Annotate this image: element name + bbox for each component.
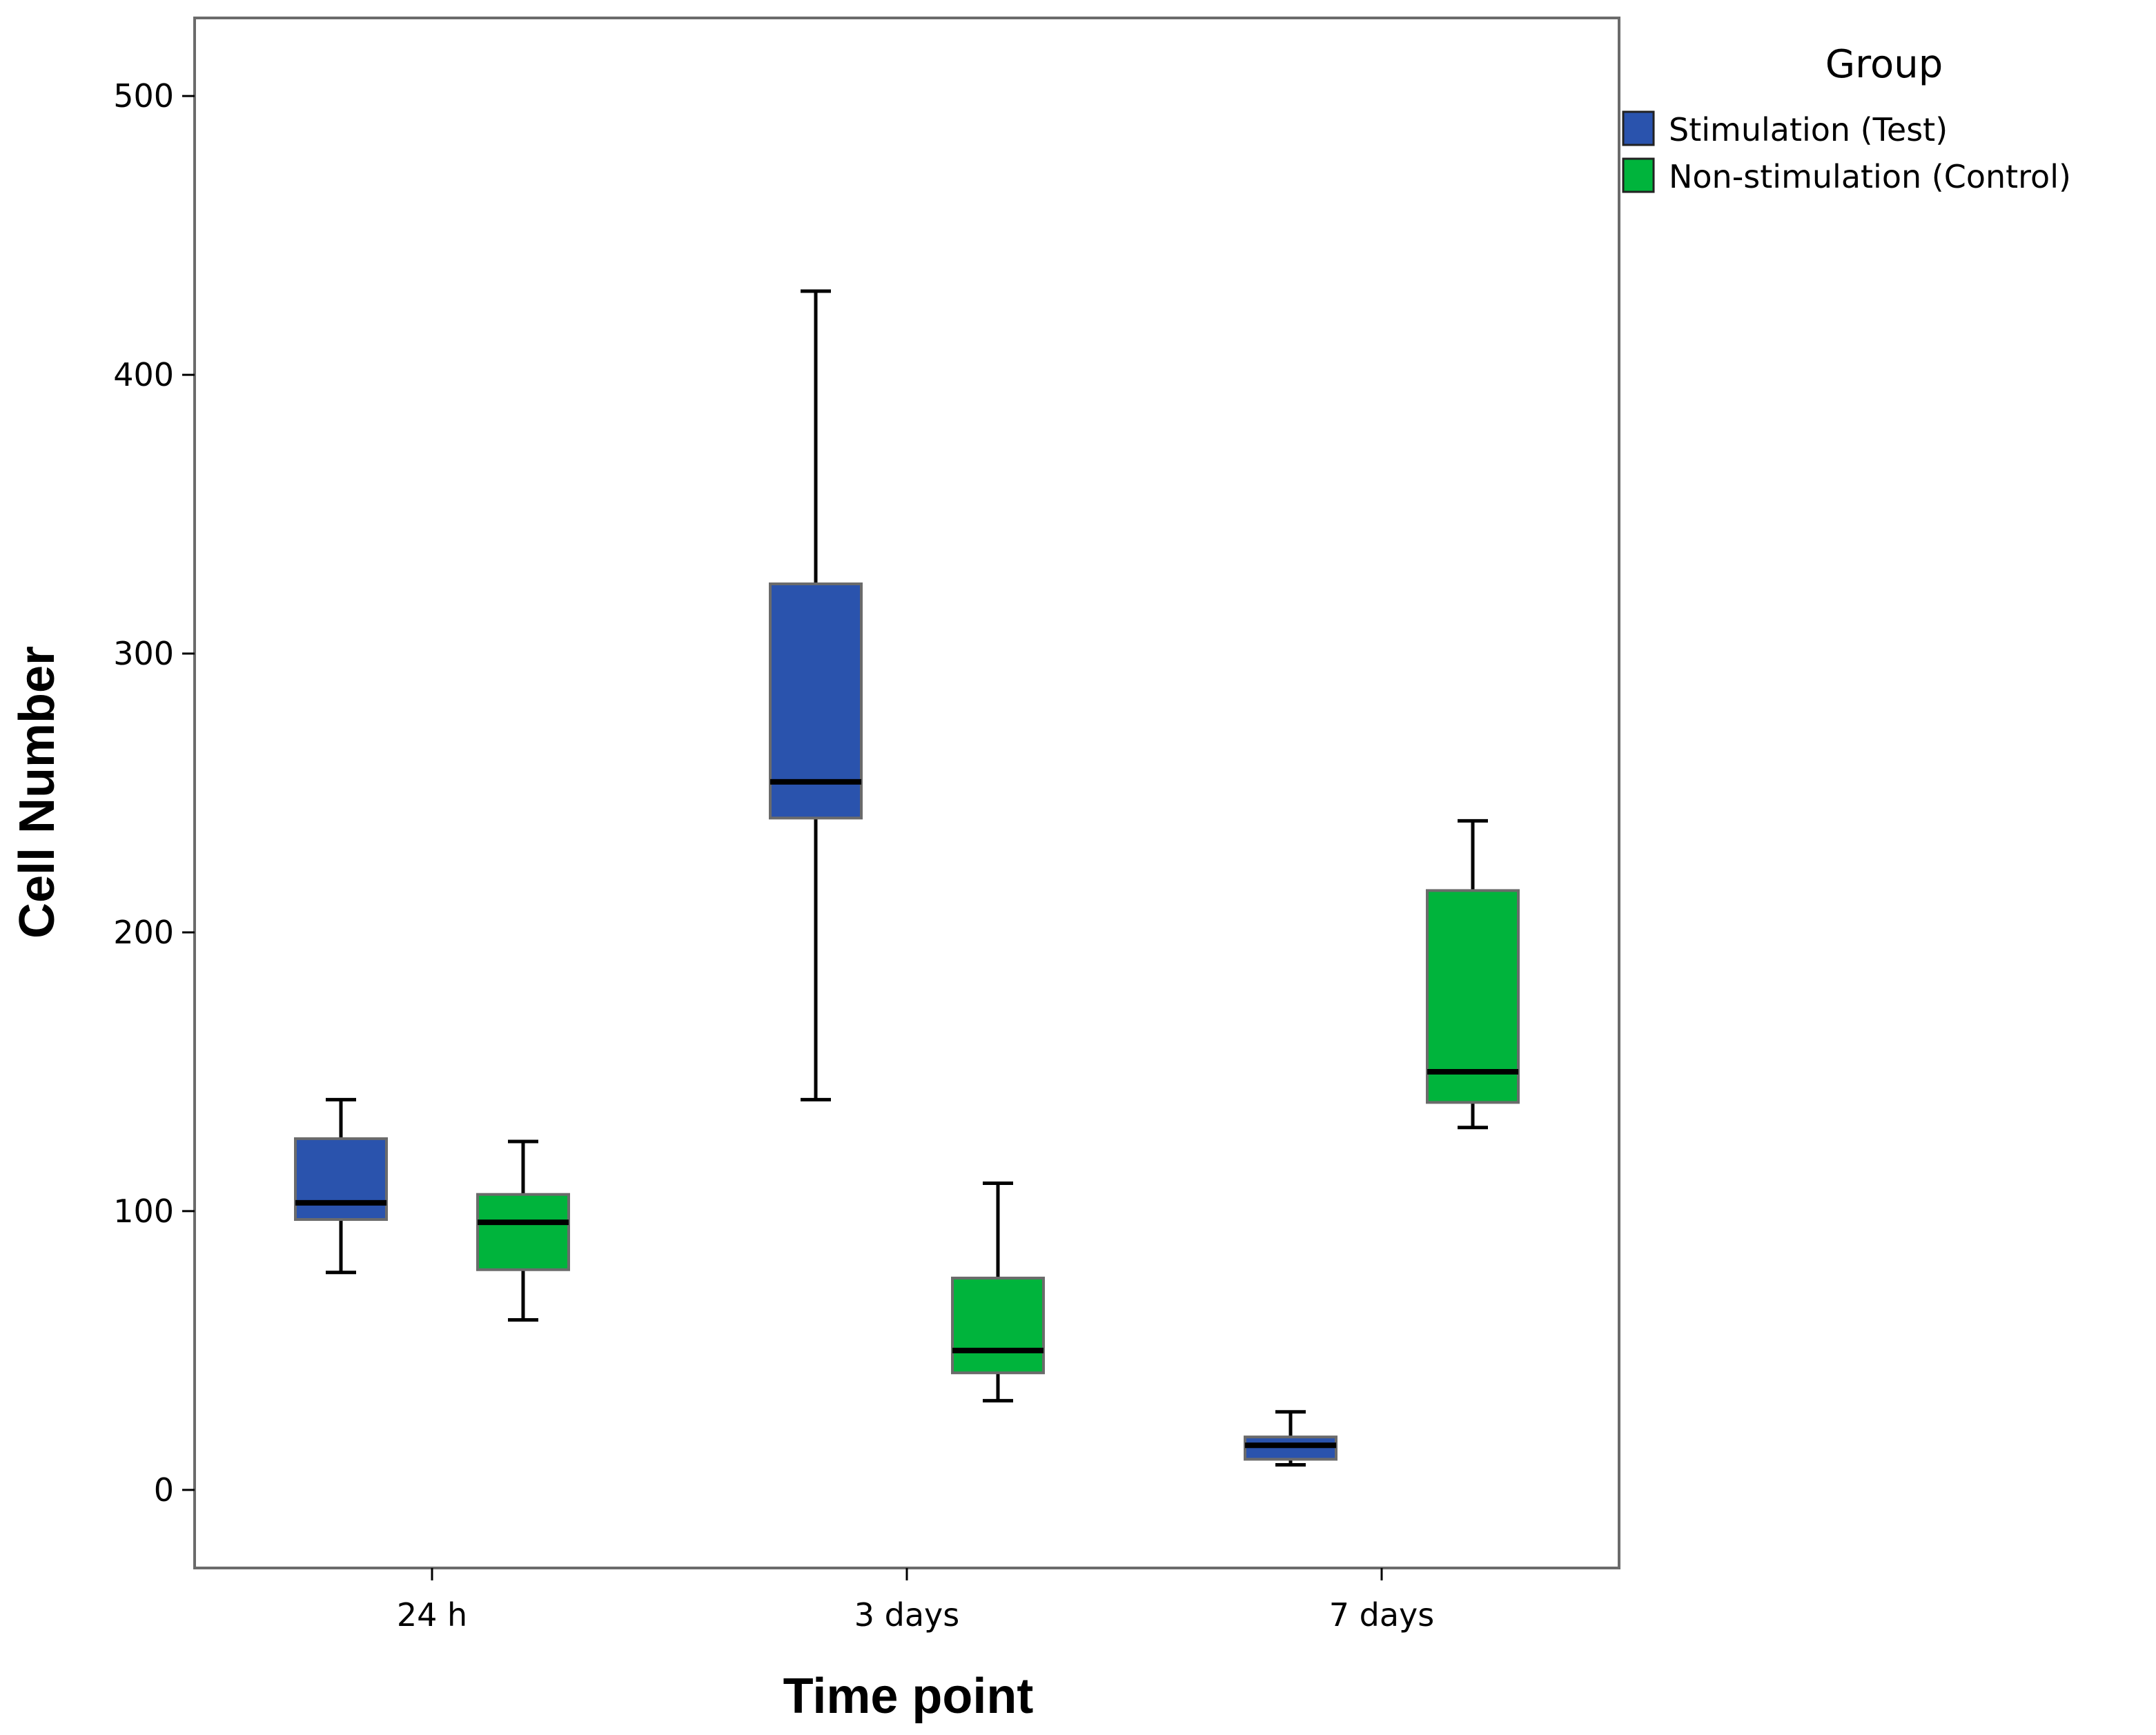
y-axis-title: Cell Number: [10, 646, 65, 939]
legend-swatch-non-stimulation: [1622, 157, 1655, 193]
box-iqr: [294, 1137, 388, 1222]
box-1-1: [951, 1182, 1045, 1403]
x-tick-label-1: 3 days: [854, 1596, 959, 1634]
x-tick-label-2: 7 days: [1329, 1596, 1434, 1634]
box-iqr: [1426, 889, 1520, 1104]
box-1-2: [1426, 819, 1520, 1130]
box-1-0: [476, 1139, 570, 1322]
legend-label-non-stimulation: Non-stimulation (Control): [1669, 158, 2071, 195]
x-axis-title: Time point: [783, 1669, 1034, 1724]
y-tick-label-0: 0: [154, 1471, 174, 1509]
box-0-1: [769, 289, 863, 1101]
y-tick-label-500: 500: [113, 77, 174, 115]
legend-title: Group: [1825, 42, 1943, 87]
y-axis: 0 100 200 300 400 500: [113, 77, 195, 1509]
legend-swatch-stimulation: [1622, 110, 1655, 146]
box-series-group: [294, 289, 1520, 1467]
box-iqr: [476, 1193, 570, 1271]
x-axis: 24 h 3 days 7 days: [397, 1568, 1434, 1634]
box-iqr: [769, 582, 863, 820]
x-tick-label-0: 24 h: [397, 1596, 467, 1634]
y-tick-label-100: 100: [113, 1193, 174, 1230]
box-0-0: [294, 1097, 388, 1275]
y-tick-label-200: 200: [113, 914, 174, 951]
legend: Group Stimulation (Test) Non-stimulation…: [1622, 42, 2071, 195]
legend-label-stimulation: Stimulation (Test): [1669, 111, 1948, 148]
box-0-2: [1244, 1410, 1337, 1467]
plot-frame: [193, 17, 1620, 1569]
y-tick-label-400: 400: [113, 356, 174, 393]
y-tick-label-300: 300: [113, 635, 174, 672]
box-iqr: [951, 1276, 1045, 1375]
box-iqr: [1244, 1435, 1337, 1461]
